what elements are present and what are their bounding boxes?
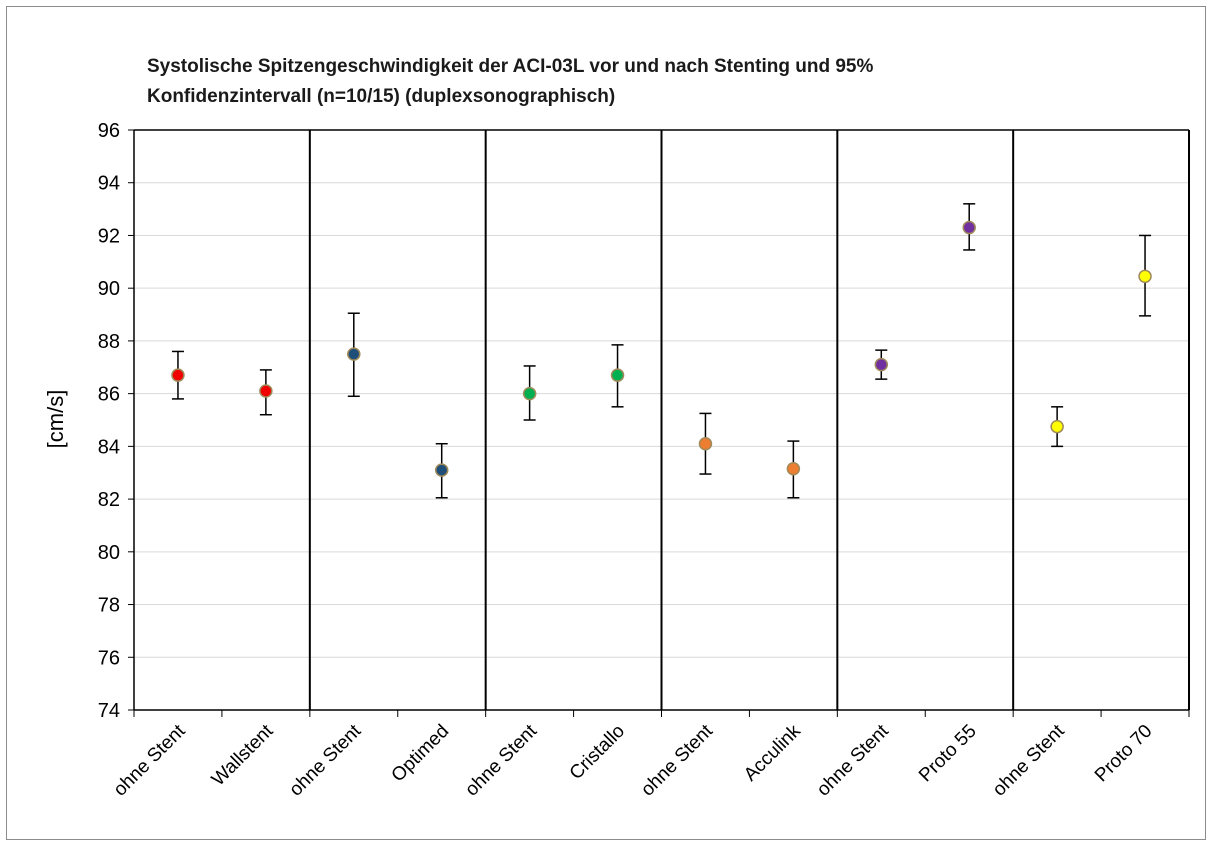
y-tick-label: 96 [98,120,120,142]
x-tick-label: Cristallo [566,721,629,784]
x-tick-label: Wallstent [208,720,278,790]
y-tick-label: 90 [98,278,120,300]
data-point [612,369,624,381]
group-separators [310,130,1013,710]
x-tick-label: ohne Stent [989,720,1069,800]
chart-frame: Systolische Spitzengeschwindigkeit der A… [6,6,1206,840]
y-tick-label: 74 [98,700,120,722]
y-tick-label: 80 [98,542,120,564]
x-tick-label: ohne Stent [637,720,717,800]
x-tick-label: ohne Stent [110,720,190,800]
y-tick-label: 88 [98,331,120,353]
chart-title-line-2: Konfidenzintervall (n=10/15) (duplexsono… [147,86,615,107]
x-tick-label: Proto 70 [1091,721,1157,787]
x-tick-label: Acculink [740,720,805,785]
y-tick-label: 86 [98,384,120,406]
x-tick-label: Proto 55 [915,721,981,787]
data-point [436,464,448,476]
data-point [1051,421,1063,433]
y-tick-label: 82 [98,489,120,511]
axes [128,130,1189,717]
data-point [260,385,272,397]
x-tick-label: ohne Stent [285,720,365,800]
y-tick-label: 76 [98,647,120,669]
x-tick-labels: ohne Stent Wallstent ohne Stent Optimed ohne… [110,720,1157,800]
data-point [699,438,711,450]
data-point [348,348,360,360]
chart-title-line-1: Systolische Spitzengeschwindigkeit der A… [147,56,873,77]
y-tick-label: 94 [98,173,120,195]
data-point [1139,270,1151,282]
x-tick-label: ohne Stent [461,720,541,800]
data-point [787,463,799,475]
y-axis-title: [cm/s] [43,390,68,449]
data-point [524,388,536,400]
data-point [172,369,184,381]
chart-svg: Systolische Spitzengeschwindigkeit der A… [7,7,1207,841]
y-tick-label: 92 [98,225,120,247]
y-tick-labels: 74 76 78 80 82 84 86 88 90 92 94 96 [98,120,120,722]
data-point [963,222,975,234]
y-tick-label: 84 [98,436,120,458]
y-tick-label: 78 [98,595,120,617]
x-tick-label: Optimed [388,721,454,787]
data-point [875,359,887,371]
x-tick-label: ohne Stent [813,720,893,800]
